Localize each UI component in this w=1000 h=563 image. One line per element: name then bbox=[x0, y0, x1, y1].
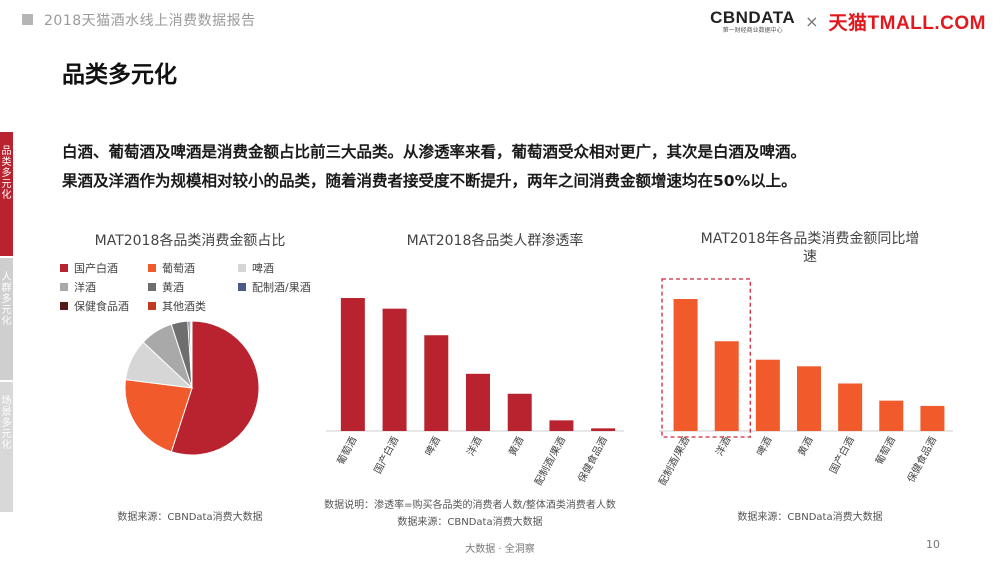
bar bbox=[340, 298, 365, 431]
legend-label: 其他酒类 bbox=[162, 300, 206, 313]
logo-group: CBNDATA 第一财经商业数据中心 × 天猫TMALL.COM bbox=[710, 8, 986, 35]
legend-swatch bbox=[60, 264, 68, 272]
legend-item: 其他酒类 bbox=[148, 298, 206, 314]
legend-label: 保健食品酒 bbox=[74, 300, 129, 313]
bar bbox=[382, 308, 407, 431]
penetration-chart-note: 数据说明：渗透率=购买各品类的消费者人数/整体酒类消费者人数 bbox=[324, 500, 616, 511]
legend-swatch bbox=[238, 264, 246, 272]
summary-line-1: 白酒、葡萄酒及啤酒是消费金额占比前三大品类。从渗透率来看，葡萄酒受众相对更广，其… bbox=[62, 143, 807, 161]
x-tick-label: 洋酒 bbox=[712, 434, 733, 458]
pie-slice bbox=[190, 320, 193, 389]
legend-label: 啤酒 bbox=[252, 262, 274, 275]
logo-separator: × bbox=[805, 12, 819, 31]
report-title: 2018天猫酒水线上消费数据报告 bbox=[44, 13, 256, 29]
pie-slice bbox=[170, 320, 260, 456]
bar bbox=[714, 341, 739, 431]
x-tick-label: 葡萄酒 bbox=[872, 434, 898, 467]
summary-text: 白酒、葡萄酒及啤酒是消费金额占比前三大品类。从渗透率来看，葡萄酒受众相对更广，其… bbox=[62, 138, 952, 196]
side-tab-audience[interactable]: 人群多元化 bbox=[0, 258, 13, 380]
legend-label: 葡萄酒 bbox=[162, 262, 195, 275]
page-number: 10 bbox=[926, 538, 940, 551]
pie-chart-source: 数据来源：CBNData消费大数据 bbox=[117, 512, 263, 523]
legend-item: 黄酒 bbox=[148, 279, 184, 295]
highlight-box bbox=[661, 278, 751, 438]
summary-line-2: 果酒及洋酒作为规模相对较小的品类，随着消费者接受度不断提升，两年之间消费金额增速… bbox=[62, 172, 797, 190]
bar bbox=[879, 400, 904, 431]
footer-tagline: 大数据 · 全洞察 bbox=[465, 544, 535, 555]
bar bbox=[424, 335, 449, 431]
side-tabs: 品类多元化 人群多元化 场景多元化 bbox=[0, 132, 13, 512]
header-marker bbox=[22, 14, 33, 25]
legend-item: 洋酒 bbox=[60, 279, 96, 295]
bar bbox=[507, 393, 532, 431]
growth-chart-source: 数据来源：CBNData消费大数据 bbox=[737, 512, 883, 523]
bar bbox=[466, 373, 490, 431]
legend-item: 配制酒/果酒 bbox=[238, 279, 311, 295]
growth-chart-title: MAT2018年各品类消费金额同比增 速 bbox=[660, 230, 960, 266]
bar bbox=[797, 366, 821, 431]
tmall-logo: 天猫TMALL.COM bbox=[828, 13, 986, 34]
legend-swatch bbox=[60, 283, 68, 291]
legend-swatch bbox=[238, 283, 246, 291]
side-tab-category[interactable]: 品类多元化 bbox=[0, 132, 13, 256]
x-tick-label: 黄酒 bbox=[795, 434, 816, 458]
pie-slice bbox=[124, 379, 193, 453]
bar bbox=[673, 299, 698, 431]
legend-swatch bbox=[148, 283, 156, 291]
legend-swatch bbox=[148, 264, 156, 272]
pie-chart-title: MAT2018各品类消费金额占比 bbox=[94, 233, 286, 249]
x-tick-label: 国产白酒 bbox=[827, 434, 857, 475]
bar bbox=[838, 383, 863, 431]
bar bbox=[920, 405, 945, 431]
growth-chart-title-line-1: MAT2018年各品类消费金额同比增 bbox=[700, 231, 920, 247]
legend-item: 保健食品酒 bbox=[60, 298, 129, 314]
side-tab-scene[interactable]: 场景多元化 bbox=[0, 382, 13, 512]
x-tick-label: 配制酒/果酒 bbox=[656, 434, 693, 487]
legend-label: 国产白酒 bbox=[74, 262, 118, 275]
penetration-chart-title: MAT2018各品类人群渗透率 bbox=[406, 233, 584, 249]
legend-label: 配制酒/果酒 bbox=[252, 281, 311, 294]
cbndata-logo-subtext: 第一财经商业数据中心 bbox=[722, 26, 783, 34]
bar bbox=[549, 420, 574, 431]
legend-swatch bbox=[60, 302, 68, 310]
legend-label: 洋酒 bbox=[74, 281, 96, 294]
legend-swatch bbox=[148, 302, 156, 310]
legend-item: 国产白酒 bbox=[60, 260, 118, 276]
legend-item: 啤酒 bbox=[238, 260, 274, 276]
legend-label: 黄酒 bbox=[162, 281, 184, 294]
cbndata-logo: CBNDATA 第一财经商业数据中心 bbox=[710, 7, 796, 35]
page-title: 品类多元化 bbox=[62, 62, 177, 88]
growth-chart-title-line-2: 速 bbox=[803, 249, 817, 265]
bar bbox=[755, 359, 780, 431]
legend-item: 葡萄酒 bbox=[148, 260, 195, 276]
penetration-chart-source: 数据来源：CBNData消费大数据 bbox=[397, 517, 543, 528]
bar bbox=[591, 428, 616, 431]
x-tick-label: 保健食品酒 bbox=[904, 434, 939, 484]
cbndata-logo-text: CBNDATA bbox=[710, 7, 796, 27]
x-tick-label: 啤酒 bbox=[755, 435, 775, 458]
